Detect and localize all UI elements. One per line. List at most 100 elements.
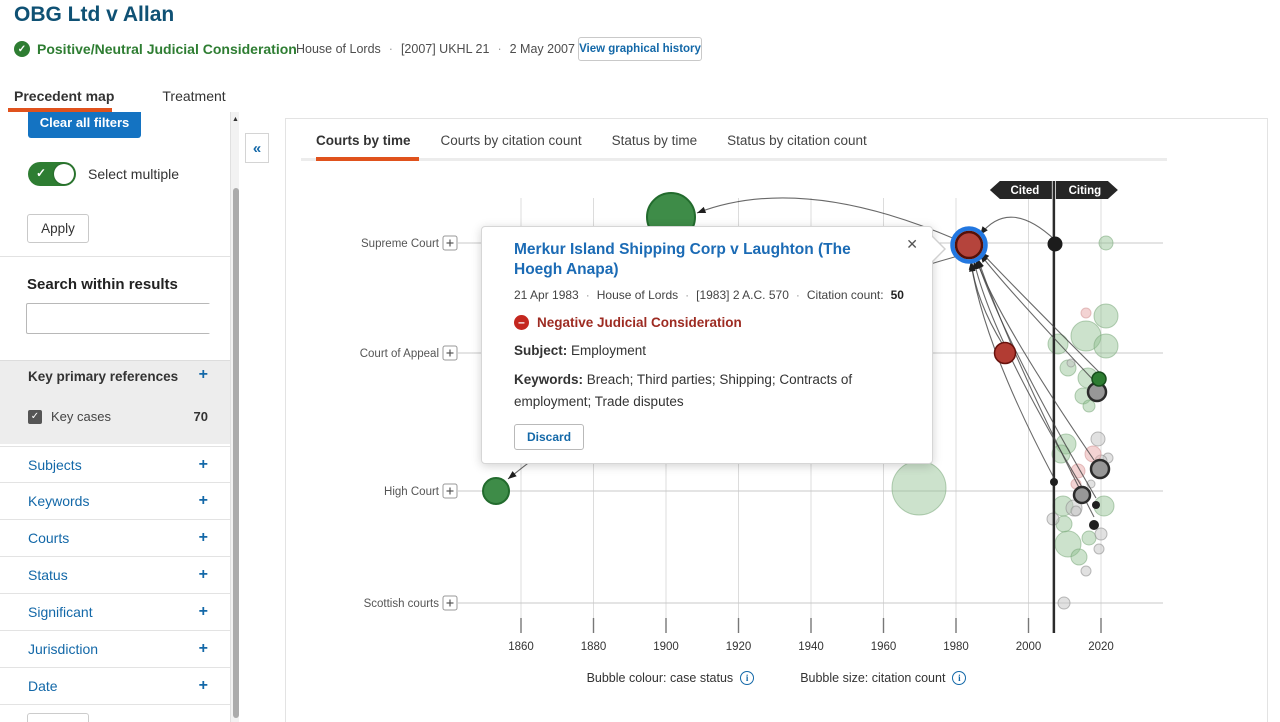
case-bubble[interactable] [1070,505,1082,517]
case-bubble[interactable] [1090,431,1106,447]
scrollbar-up-arrow[interactable]: ▲ [232,116,239,123]
case-bubble[interactable] [1082,399,1096,413]
expand-plus-icon[interactable]: + [198,677,208,694]
dot-separator: · [497,42,502,56]
case-bubble[interactable] [1047,333,1069,355]
close-icon[interactable]: ✕ [906,236,918,252]
case-bubble[interactable] [1093,333,1119,359]
row-expand-button[interactable] [442,595,458,611]
dot-separator: · [795,287,800,302]
tab-precedent-map[interactable]: Precedent map [14,88,115,104]
expand-plus-icon[interactable]: + [198,603,208,620]
subject-case-bubble[interactable] [1047,236,1063,252]
case-bubble[interactable] [1080,565,1092,577]
sidebar-filter-significant[interactable]: Significant + [0,594,230,631]
expand-plus-icon[interactable]: + [198,366,208,383]
case-bubble[interactable] [1057,596,1071,610]
sidebar-filter-subjects[interactable]: Subjects + [0,446,230,483]
sidebar-scrollbar[interactable]: ▲ [230,112,239,722]
case-meta-date: 2 May 2007 [509,42,575,56]
case-bubble[interactable] [1093,543,1105,555]
case-bubble[interactable] [1072,485,1092,505]
case-bubble[interactable] [1091,371,1107,387]
search-input[interactable] [36,304,212,333]
tab-status-by-citation-count[interactable]: Status by citation count [727,133,867,148]
cited-label: Cited [1011,185,1040,197]
case-bubble[interactable] [482,477,510,505]
case-bubble[interactable] [1070,548,1088,566]
page-title: OBG Ltd v Allan [14,3,175,26]
info-icon[interactable]: i [952,671,967,685]
legend-bubble-colour-label: Bubble colour: case status [586,671,734,685]
popup-case-meta: 21 Apr 1983 · House of Lords · [1983] 2 … [514,288,934,302]
active-tab-underline [8,108,112,112]
collapse-sidebar-button[interactable]: « [245,133,269,163]
discard-button[interactable]: Discard [514,424,585,451]
scrollbar-thumb[interactable] [232,188,239,718]
sidebar-filter-keywords[interactable]: Keywords + [0,483,230,520]
axis-tick-label: 1880 [581,641,607,653]
toggle-knob [54,164,74,184]
sidebar-filter-jurisdiction[interactable]: Jurisdiction + [0,631,230,668]
clear-all-filters-button[interactable]: Clear all filters [28,112,141,138]
case-meta-citation: [2007] UKHL 21 [400,42,490,56]
key-primary-references-heading: Key primary references [28,369,179,384]
apply-button[interactable]: Apply [27,214,89,243]
row-label: Supreme Court [361,238,440,250]
case-bubble[interactable] [1080,307,1092,319]
expand-plus-icon[interactable]: + [198,640,208,657]
case-bubble[interactable] [993,341,1017,365]
view-graphical-history-button[interactable]: View graphical history [578,37,702,61]
tab-courts-by-citation-count[interactable]: Courts by citation count [440,133,582,148]
filter-label: Date [28,678,58,694]
search-within-results-heading: Search within results [27,276,178,293]
case-bubble[interactable] [1050,478,1058,486]
partial-button[interactable] [27,713,89,722]
select-multiple-toggle[interactable]: ✓ [28,162,76,186]
keywords-label: Keywords: [514,371,584,387]
case-bubble[interactable] [1081,530,1097,546]
sidebar-filter-date[interactable]: Date + [0,668,230,705]
case-bubble[interactable] [1089,520,1099,530]
sidebar-filter-courts[interactable]: Courts + [0,520,230,557]
dot-separator: · [585,287,590,302]
case-bubble[interactable] [891,460,947,516]
popup-date: 21 Apr 1983 [514,287,579,302]
axis-tick-label: 2000 [1016,641,1042,653]
tab-courts-by-time[interactable]: Courts by time [316,133,411,148]
popup-case-title[interactable]: Merkur Island Shipping Corp v Laughton (… [514,241,851,279]
popup-status-text: Negative Judicial Consideration [537,314,742,330]
tab-treatment[interactable]: Treatment [162,88,226,104]
case-bubble[interactable] [1070,320,1102,352]
expand-plus-icon[interactable]: + [198,566,208,583]
sidebar-filter-status[interactable]: Status + [0,557,230,594]
case-bubble[interactable] [1066,358,1076,368]
case-bubble[interactable] [1093,303,1119,329]
case-bubble[interactable] [1089,458,1111,480]
key-cases-checkbox[interactable]: ✓ [28,409,42,424]
info-icon[interactable]: i [740,671,755,685]
filter-label: Status [28,567,68,583]
main-tabs: Precedent map Treatment [14,88,226,104]
subject-value: Employment [571,342,647,358]
popup-citation-count: 50 [890,287,904,302]
citation-arc [977,258,1095,518]
selected-case-bubble[interactable] [950,226,988,264]
expand-plus-icon[interactable]: + [198,455,208,473]
popup-status-row: – Negative Judicial Consideration [514,314,872,330]
citation-arc [975,258,1095,461]
case-bubble[interactable] [1055,433,1077,455]
axis-tick-label: 1960 [871,641,897,653]
case-bubble[interactable] [1092,501,1100,509]
row-expand-button[interactable] [442,235,458,251]
subject-label: Subject: [514,342,568,358]
row-expand-button[interactable] [442,483,458,499]
citation-arc [980,251,1100,373]
row-expand-button[interactable] [442,345,458,361]
tab-status-by-time[interactable]: Status by time [611,133,698,148]
case-bubble[interactable] [1098,235,1114,251]
case-bubble[interactable] [1094,527,1108,541]
expand-plus-icon[interactable]: + [198,492,208,509]
expand-plus-icon[interactable]: + [198,529,208,546]
key-cases-row[interactable]: ✓ Key cases 70 [28,409,208,424]
